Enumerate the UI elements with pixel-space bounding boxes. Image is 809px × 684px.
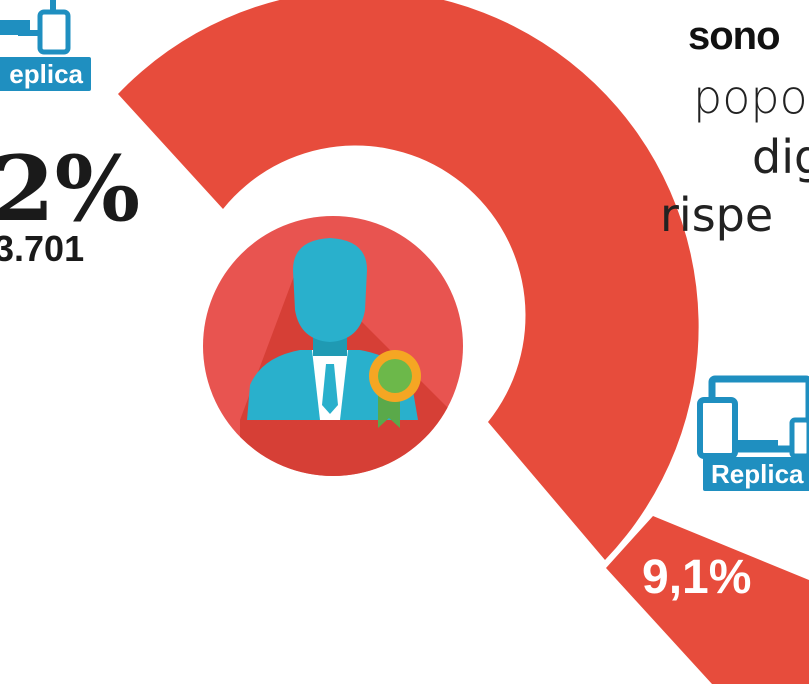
logo-top-left-label: eplica: [0, 57, 91, 91]
heading-text-line3: dig: [752, 130, 809, 184]
devices-icon-top-left: [0, 0, 71, 55]
logo-bottom-right-label: Replica: [703, 457, 809, 491]
heading-text-line1: sono: [688, 14, 781, 58]
businessman-award-icon: [203, 216, 463, 476]
heading-text-line2: popo: [693, 70, 808, 124]
devices-icon-bottom-right: [697, 375, 809, 459]
slice-large-percent-label: 2%: [0, 136, 141, 242]
heading-text-line4: rispe: [660, 188, 774, 242]
slice-small-percent-label: 9,1%: [642, 551, 752, 604]
donut-slice-large: [118, 0, 699, 560]
donut-slice-small: [606, 516, 809, 684]
slice-large-count-label: 3.701: [0, 228, 85, 269]
